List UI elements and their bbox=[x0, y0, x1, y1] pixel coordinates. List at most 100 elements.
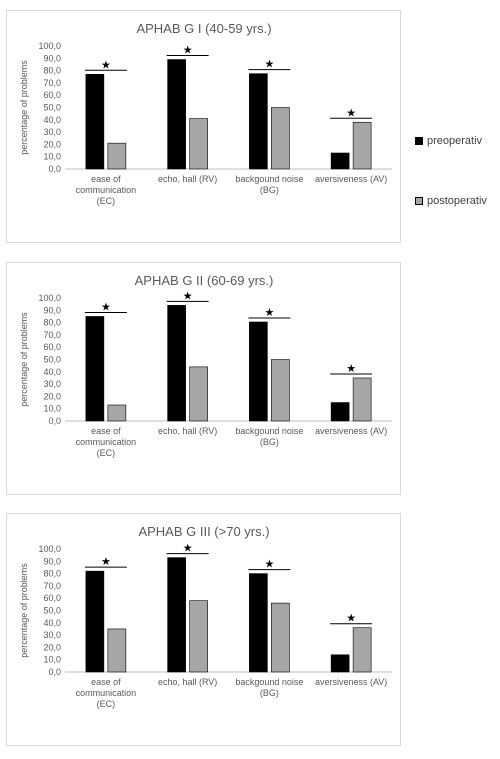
chart-title: APHAB G III (>70 yrs.) bbox=[138, 524, 269, 539]
y-tick-label: 80,0 bbox=[43, 66, 61, 76]
chart-title: APHAB G II (60-69 yrs.) bbox=[135, 273, 274, 288]
x-tick-label: (BG) bbox=[260, 185, 279, 195]
y-axis-label: percentage of problems bbox=[19, 563, 29, 658]
y-tick-label: 20,0 bbox=[43, 139, 61, 149]
y-tick-label: 60,0 bbox=[43, 90, 61, 100]
x-tick-label: ease of bbox=[91, 426, 121, 436]
x-tick-label: echo, hall (RV) bbox=[158, 677, 217, 687]
legend-item-preoperativ: preoperativ bbox=[415, 135, 482, 147]
y-tick-label: 30,0 bbox=[43, 630, 61, 640]
y-tick-label: 60,0 bbox=[43, 342, 61, 352]
bar-preoperativ bbox=[249, 573, 268, 673]
y-tick-label: 10,0 bbox=[43, 152, 61, 162]
bar-preoperativ bbox=[85, 73, 105, 170]
legend-label-postoperativ: postoperativ bbox=[427, 195, 487, 207]
chart-g3: APHAB G III (>70 yrs.) percentage of prob… bbox=[19, 524, 392, 709]
x-tick-label: aversiveness (AV) bbox=[315, 174, 387, 184]
bar-preoperativ bbox=[249, 73, 268, 170]
y-tick-label: 40,0 bbox=[43, 115, 61, 125]
bar-postoperativ bbox=[107, 404, 127, 422]
x-tick-label: (BG) bbox=[260, 437, 279, 447]
x-tick-label: backgound noise bbox=[235, 426, 303, 436]
bar-preoperativ bbox=[330, 152, 350, 170]
y-tick-label: 0,0 bbox=[48, 667, 61, 677]
x-tick-label: communication bbox=[76, 437, 137, 447]
y-tick-label: 100,0 bbox=[38, 293, 61, 303]
significance-star: ★ bbox=[346, 612, 356, 625]
significance-star: ★ bbox=[101, 555, 111, 568]
bar-postoperativ bbox=[271, 602, 290, 673]
y-tick-label: 90,0 bbox=[43, 305, 61, 315]
y-tick-label: 10,0 bbox=[43, 404, 61, 414]
x-tick-label: echo, hall (RV) bbox=[158, 174, 217, 184]
x-tick-label: (EC) bbox=[97, 196, 116, 206]
bar-preoperativ bbox=[85, 316, 105, 422]
bar-preoperativ bbox=[85, 570, 105, 673]
x-tick-label: ease of bbox=[91, 677, 121, 687]
chart-g2: APHAB G II (60-69 yrs.) percentage of pro… bbox=[19, 273, 392, 458]
y-tick-label: 50,0 bbox=[43, 355, 61, 365]
y-tick-label: 50,0 bbox=[43, 103, 61, 113]
bar-postoperativ bbox=[271, 359, 290, 422]
bar-postoperativ bbox=[189, 366, 208, 422]
significance-star: ★ bbox=[264, 306, 274, 319]
significance-star: ★ bbox=[346, 106, 356, 119]
significance-star: ★ bbox=[264, 558, 274, 571]
bar-postoperativ bbox=[189, 118, 208, 170]
legend-swatch-postoperativ bbox=[415, 197, 423, 205]
significance-star: ★ bbox=[346, 362, 356, 375]
x-tick-label: communication bbox=[76, 185, 137, 195]
y-tick-label: 90,0 bbox=[43, 556, 61, 566]
y-tick-label: 90,0 bbox=[43, 53, 61, 63]
y-axis-label: percentage of problems bbox=[19, 312, 29, 407]
bar-preoperativ bbox=[167, 305, 186, 422]
significance-star: ★ bbox=[101, 58, 111, 71]
y-tick-label: 80,0 bbox=[43, 318, 61, 328]
y-tick-label: 70,0 bbox=[43, 78, 61, 88]
bar-postoperativ bbox=[189, 600, 208, 673]
bar-postoperativ bbox=[107, 628, 127, 673]
chart-title: APHAB G I (40-59 yrs.) bbox=[136, 21, 271, 36]
chart-panel-g3: APHAB G III (>70 yrs.) percentage of prob… bbox=[6, 513, 401, 746]
bar-preoperativ bbox=[167, 59, 186, 170]
y-axis-label: percentage of problems bbox=[19, 60, 29, 155]
significance-star: ★ bbox=[101, 300, 111, 313]
y-tick-label: 0,0 bbox=[48, 416, 61, 426]
bar-preoperativ bbox=[330, 402, 350, 422]
x-tick-label: (BG) bbox=[260, 688, 279, 698]
y-tick-label: 70,0 bbox=[43, 330, 61, 340]
significance-star: ★ bbox=[183, 542, 193, 555]
bar-postoperativ bbox=[352, 377, 372, 422]
bar-postoperativ bbox=[107, 142, 127, 170]
y-tick-label: 100,0 bbox=[38, 544, 61, 554]
bar-postoperativ bbox=[352, 627, 372, 673]
y-tick-label: 30,0 bbox=[43, 127, 61, 137]
x-tick-label: aversiveness (AV) bbox=[315, 677, 387, 687]
chart-g1: APHAB G I (40-59 yrs.) percentage of prob… bbox=[19, 21, 392, 206]
y-tick-label: 80,0 bbox=[43, 569, 61, 579]
bar-preoperativ bbox=[249, 321, 268, 422]
significance-star: ★ bbox=[183, 289, 193, 302]
x-tick-label: (EC) bbox=[97, 699, 116, 709]
x-tick-label: echo, hall (RV) bbox=[158, 426, 217, 436]
legend-label-preoperativ: preoperativ bbox=[427, 135, 483, 147]
y-tick-label: 60,0 bbox=[43, 593, 61, 603]
y-tick-label: 20,0 bbox=[43, 642, 61, 652]
y-tick-label: 0,0 bbox=[48, 164, 61, 174]
chart-panel-g2: APHAB G II (60-69 yrs.) percentage of pro… bbox=[6, 262, 401, 495]
y-tick-label: 40,0 bbox=[43, 367, 61, 377]
y-tick-label: 70,0 bbox=[43, 581, 61, 591]
x-tick-label: backgound noise bbox=[235, 677, 303, 687]
y-tick-label: 10,0 bbox=[43, 655, 61, 665]
y-tick-label: 20,0 bbox=[43, 391, 61, 401]
bar-preoperativ bbox=[330, 654, 350, 673]
x-tick-label: ease of bbox=[91, 174, 121, 184]
y-tick-label: 100,0 bbox=[38, 41, 61, 51]
bar-postoperativ bbox=[271, 107, 290, 170]
x-tick-label: aversiveness (AV) bbox=[315, 426, 387, 436]
x-tick-label: communication bbox=[76, 688, 137, 698]
y-tick-label: 50,0 bbox=[43, 606, 61, 616]
legend-item-postoperativ: postoperativ bbox=[415, 195, 487, 207]
bar-preoperativ bbox=[167, 557, 186, 673]
significance-star: ★ bbox=[264, 58, 274, 71]
